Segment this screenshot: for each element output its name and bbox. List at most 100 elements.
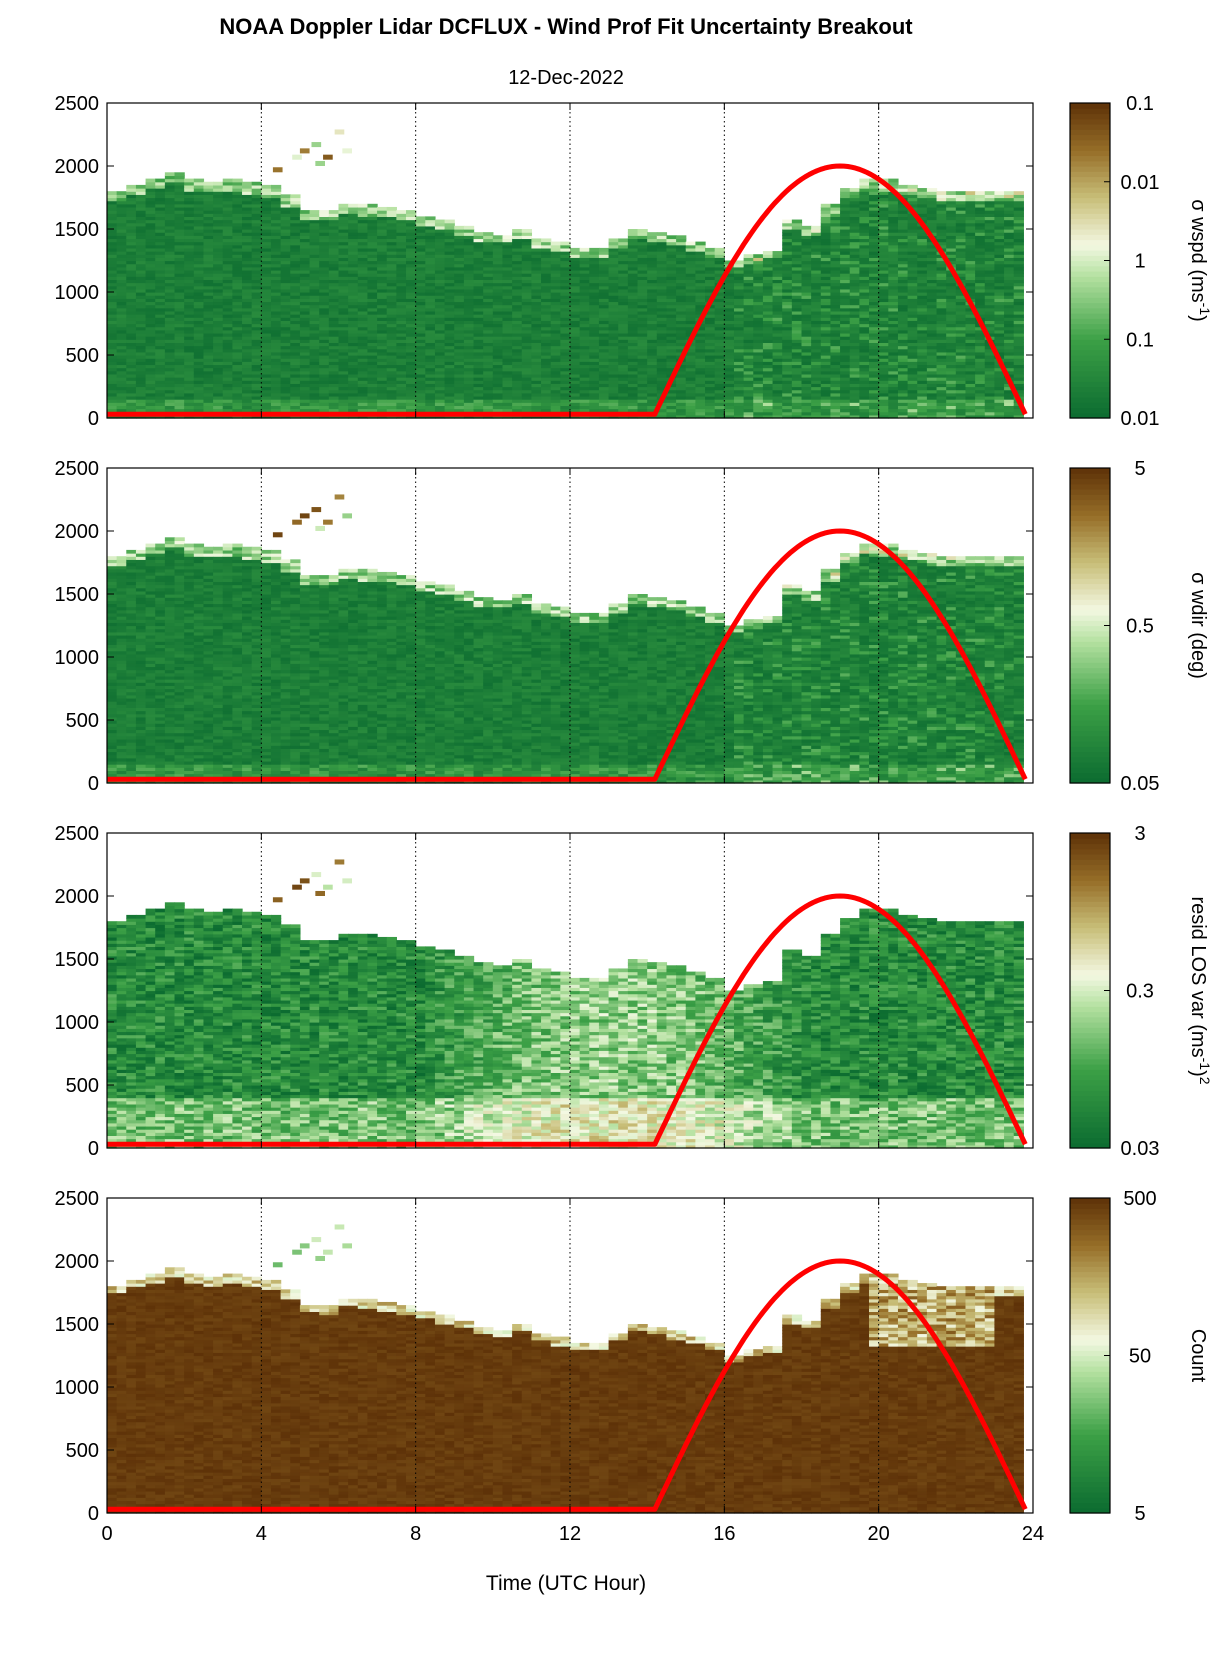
heatmap-cell — [589, 295, 600, 299]
heatmap-cell — [261, 266, 272, 271]
heatmap-cell — [406, 329, 417, 334]
heatmap-cell — [135, 392, 147, 397]
heatmap-cell — [251, 301, 262, 306]
heatmap-cell — [714, 326, 725, 331]
heatmap-cell — [618, 269, 629, 274]
heatmap-cell — [222, 251, 233, 255]
heatmap-cell — [415, 288, 426, 293]
heatmap-cell — [724, 361, 735, 366]
heatmap-cell — [299, 273, 311, 277]
heatmap-cell — [270, 238, 282, 243]
heatmap-cell — [425, 260, 436, 265]
heatmap-cell — [473, 332, 484, 337]
heatmap-cell — [656, 304, 668, 309]
heatmap-cell — [164, 351, 176, 356]
heatmap-cell — [319, 314, 330, 318]
heatmap-cell — [107, 203, 118, 208]
heatmap-cell — [579, 251, 590, 255]
heatmap-cell — [531, 383, 542, 388]
heatmap-cell — [560, 336, 571, 340]
heatmap-cell — [415, 364, 426, 369]
heatmap-cell — [309, 358, 320, 362]
heatmap-cell — [270, 257, 282, 262]
heatmap-cell — [348, 288, 359, 293]
heatmap-cell — [705, 377, 716, 381]
heatmap-cell — [357, 285, 369, 290]
heatmap-cell — [164, 361, 176, 366]
heatmap-cell — [627, 238, 639, 243]
heatmap-cell — [319, 292, 330, 296]
heatmap-cell — [203, 364, 214, 369]
heatmap-cell — [714, 314, 725, 318]
heatmap-cell — [705, 273, 716, 277]
heatmap-cell — [676, 279, 687, 284]
heatmap-cell — [598, 339, 610, 343]
heatmap-cell — [579, 386, 590, 391]
heatmap-cell — [145, 238, 156, 243]
heatmap-cell — [656, 257, 668, 262]
heatmap-cell — [251, 345, 262, 350]
heatmap-cell — [338, 241, 349, 246]
heatmap-cell — [203, 247, 214, 252]
heatmap-cell — [135, 389, 147, 394]
heatmap-cell — [521, 326, 533, 331]
heatmap-cell — [377, 348, 388, 353]
heatmap-cell — [377, 383, 388, 388]
heatmap-cell — [637, 288, 648, 293]
heatmap-cell — [299, 336, 311, 340]
heatmap-cell — [367, 348, 378, 353]
heatmap-cell — [213, 257, 224, 262]
heatmap-cell — [512, 351, 523, 356]
heatmap-cell — [174, 345, 185, 350]
heatmap-cell — [116, 235, 127, 240]
heatmap-cell — [483, 260, 494, 265]
heatmap-cell — [666, 386, 677, 391]
heatmap-cell — [618, 295, 629, 299]
heatmap-cell — [473, 370, 484, 375]
heatmap-cell — [309, 348, 320, 353]
heatmap-cell — [261, 383, 272, 388]
heatmap-cell — [164, 279, 176, 284]
heatmap-cell — [502, 320, 513, 325]
heatmap-cell — [155, 355, 166, 359]
heatmap-cell — [618, 402, 629, 406]
heatmap-cell — [155, 213, 166, 217]
heatmap-cell — [280, 213, 291, 217]
heatmap-cell — [222, 392, 233, 397]
heatmap-cell — [473, 244, 484, 249]
heatmap-cell — [695, 254, 706, 258]
heatmap-cell — [406, 263, 417, 268]
heatmap-cell — [174, 225, 185, 230]
heatmap-cell — [155, 370, 166, 375]
heatmap-cell — [608, 345, 619, 350]
heatmap-cell — [290, 408, 301, 413]
heatmap-cell — [618, 304, 629, 309]
heatmap-cell — [155, 314, 166, 318]
heatmap-cell — [174, 298, 185, 303]
heatmap-cell — [627, 380, 639, 384]
heatmap-cell — [531, 323, 542, 328]
heatmap-cell — [377, 392, 388, 397]
heatmap-cell — [126, 194, 137, 199]
heatmap-cell — [637, 380, 648, 384]
heatmap-cell — [155, 402, 166, 406]
heatmap-cell — [261, 345, 272, 350]
heatmap-cell — [714, 386, 725, 391]
heatmap-cell — [589, 370, 600, 375]
heatmap-cell — [290, 200, 301, 205]
heatmap-cell — [589, 260, 600, 265]
heatmap-cell — [164, 222, 176, 227]
heatmap-cell — [705, 285, 716, 290]
heatmap-cell — [714, 257, 725, 262]
heatmap-cell — [126, 191, 137, 195]
heatmap-cell — [328, 301, 340, 306]
heatmap-cell — [637, 295, 648, 299]
heatmap-cell — [531, 260, 542, 265]
heatmap-cell — [714, 355, 725, 359]
heatmap-cell — [251, 304, 262, 309]
heatmap-cell — [676, 310, 687, 315]
heatmap-cell — [232, 200, 243, 205]
heatmap-cell — [184, 298, 195, 303]
heatmap-cell — [454, 241, 465, 246]
heatmap-cell — [155, 210, 166, 214]
